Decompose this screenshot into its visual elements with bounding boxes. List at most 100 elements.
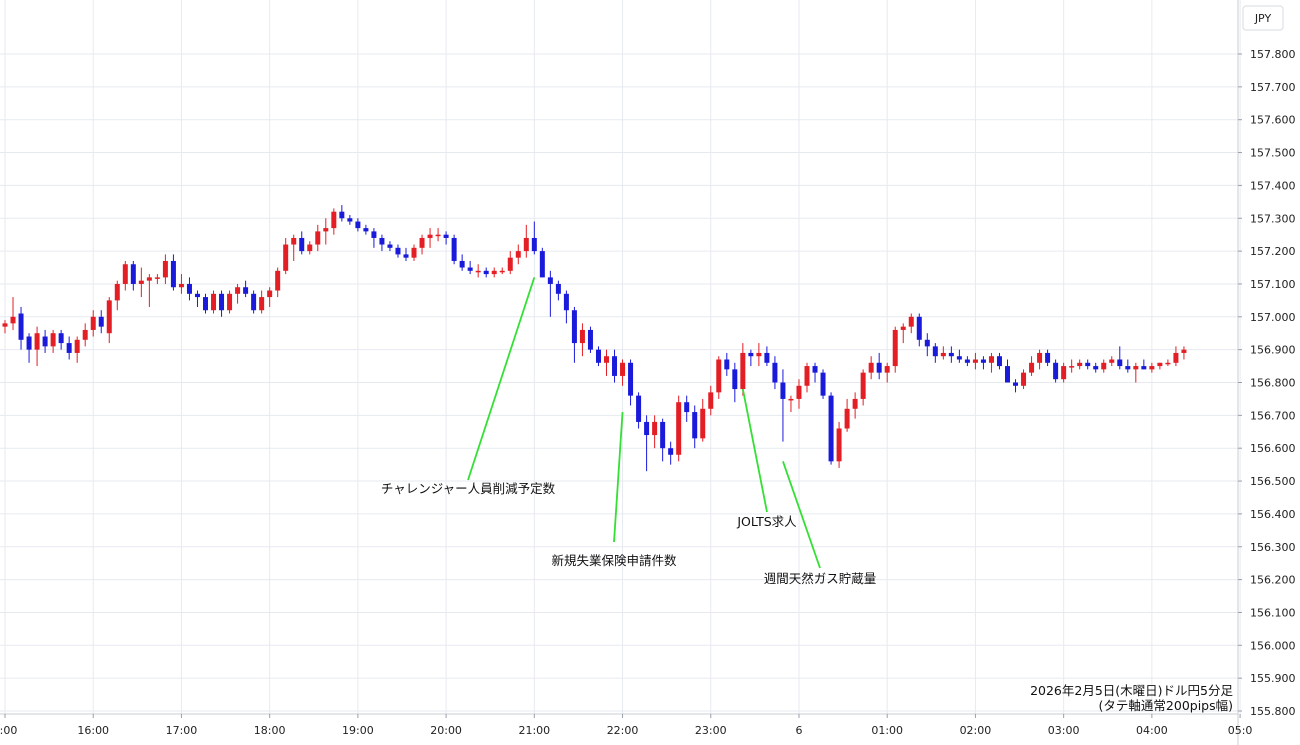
price-tick-label: 157.400: [1250, 179, 1296, 192]
candle: [1157, 362, 1163, 370]
candle: [1037, 349, 1043, 370]
candle-body: [291, 237, 297, 245]
candle-body: [331, 211, 337, 229]
candle: [780, 369, 786, 442]
candle: [347, 214, 353, 225]
candle-body: [122, 264, 128, 284]
candle-body: [443, 234, 449, 238]
candle-body: [26, 336, 32, 350]
candle-body: [315, 231, 321, 245]
candle: [162, 254, 168, 284]
candle-body: [1053, 362, 1059, 380]
price-tick-label: 156.000: [1250, 639, 1296, 652]
annotation-line: [467, 277, 536, 481]
candle-body: [555, 283, 561, 294]
annotation-line: [741, 388, 768, 513]
candle: [235, 283, 241, 304]
candle: [299, 231, 305, 255]
candle-body: [1013, 382, 1019, 386]
candle: [10, 297, 16, 330]
candle: [924, 333, 930, 357]
candle: [106, 297, 112, 344]
price-tick-label: 156.700: [1250, 409, 1296, 422]
candle-body: [227, 293, 233, 311]
candle: [419, 234, 425, 255]
candle-body: [114, 283, 120, 301]
candle: [652, 415, 658, 449]
candle-body: [459, 260, 465, 268]
candle-body: [283, 244, 289, 271]
candle-body: [1149, 366, 1155, 370]
candle-body: [604, 356, 609, 363]
candle-body: [146, 277, 152, 281]
candle: [50, 329, 56, 353]
candle: [940, 346, 946, 360]
price-tick-label: 157.100: [1250, 278, 1296, 291]
candle: [363, 224, 369, 235]
candle-body: [355, 221, 361, 229]
candle-body: [932, 346, 938, 357]
candle-body: [451, 237, 457, 261]
candle-body: [612, 356, 618, 376]
candle: [772, 356, 778, 390]
candle-body: [964, 359, 970, 363]
candle: [1141, 359, 1147, 370]
candle-body: [1157, 362, 1163, 367]
candle: [964, 356, 970, 367]
candle: [451, 234, 457, 265]
candle: [130, 260, 136, 291]
candle: [194, 290, 200, 307]
candle-body: [1117, 359, 1123, 367]
time-tick-label: 21:00: [518, 724, 550, 737]
candle: [203, 293, 208, 314]
candle-body: [267, 290, 273, 298]
candle-body: [740, 352, 746, 390]
candle-body: [788, 398, 794, 401]
candle-body: [812, 366, 818, 373]
candle: [884, 362, 890, 383]
candle: [852, 392, 858, 419]
candle: [475, 264, 481, 278]
candle: [692, 405, 698, 449]
currency-label: JPY: [1254, 12, 1272, 25]
candle-body: [419, 237, 425, 248]
candle-body: [251, 293, 257, 311]
candle-body: [1037, 352, 1043, 363]
candle-body: [203, 297, 208, 311]
price-tick-label: 157.700: [1250, 81, 1296, 94]
candle: [403, 247, 409, 261]
candle-body: [852, 398, 858, 409]
price-tick-label: 156.400: [1250, 508, 1296, 521]
candle-body: [307, 244, 313, 252]
time-tick-label: 18:00: [254, 724, 286, 737]
candle: [988, 352, 994, 373]
candle-body: [972, 359, 978, 363]
candle-body: [1173, 352, 1179, 363]
candle: [499, 267, 505, 275]
candle-body: [211, 293, 217, 311]
time-tick-label: 20:00: [430, 724, 462, 737]
candle-body: [996, 356, 1002, 367]
candle: [90, 310, 96, 337]
currency-badge[interactable]: [1242, 5, 1284, 31]
price-tick-label: 157.800: [1250, 48, 1296, 61]
candle: [948, 346, 954, 363]
candle-body: [467, 267, 473, 271]
candle: [307, 241, 313, 255]
candle-body: [2, 323, 8, 327]
candle-body: [1093, 366, 1099, 370]
candle: [1069, 359, 1075, 373]
candle: [98, 310, 104, 334]
candle: [259, 290, 265, 314]
price-tick-label: 155.900: [1250, 672, 1296, 685]
annotation-label: チャレンジャー人員削減予定数: [381, 481, 556, 496]
candle-body: [860, 372, 866, 399]
candle: [515, 244, 521, 265]
candle-body: [940, 352, 946, 357]
candle: [916, 313, 922, 347]
candle: [275, 267, 281, 298]
candle: [1093, 362, 1099, 373]
candle: [748, 349, 754, 367]
candle: [58, 329, 64, 350]
candle: [1133, 362, 1139, 383]
